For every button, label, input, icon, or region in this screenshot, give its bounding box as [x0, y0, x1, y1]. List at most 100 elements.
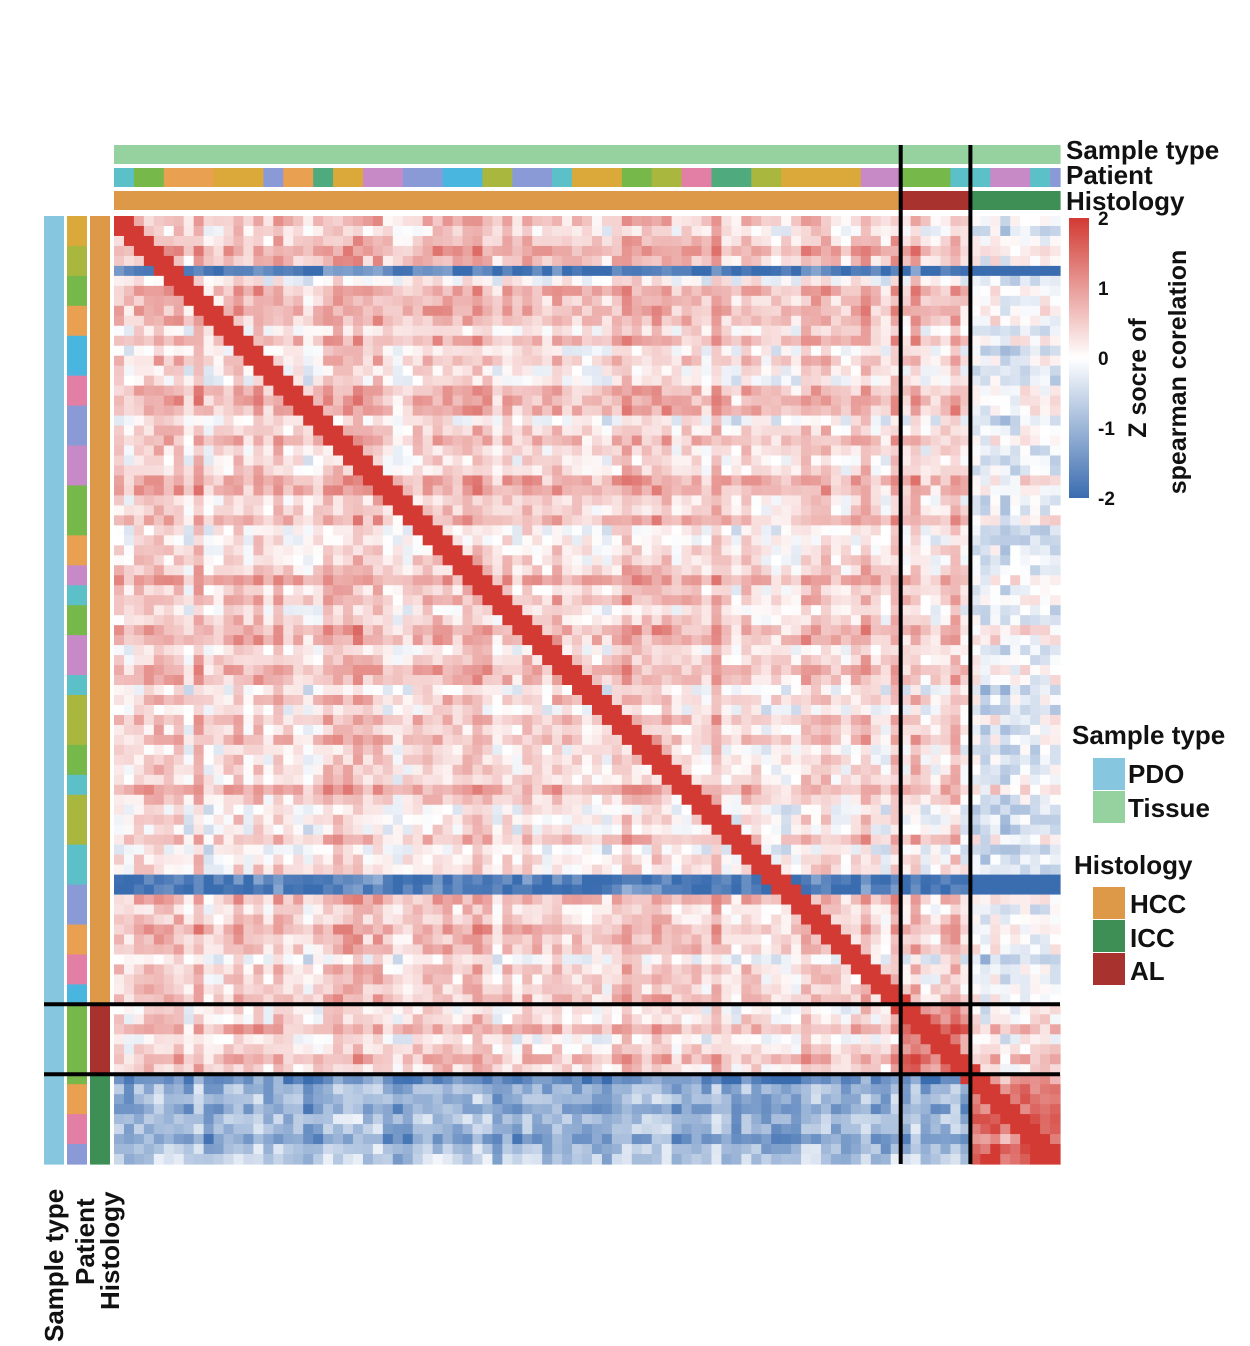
heatmap-cell [940, 245, 952, 257]
heatmap-cell [542, 475, 553, 487]
heatmap-cell [850, 245, 862, 257]
heatmap-cell [562, 225, 573, 237]
heatmap-cell [522, 405, 533, 417]
heatmap-cell [313, 505, 324, 516]
heatmap-cell [442, 345, 454, 357]
heatmap-cell [781, 435, 792, 447]
heatmap-cell [273, 325, 284, 337]
heatmap-cell [323, 275, 334, 287]
heatmap-cell [910, 435, 922, 447]
heatmap-cell [253, 425, 264, 437]
heatmap-cell [621, 415, 633, 427]
heatmap-cell [522, 585, 533, 596]
heatmap-cell [173, 734, 185, 746]
heatmap-cell [323, 565, 334, 576]
heatmap-cell [1040, 235, 1051, 247]
heatmap-cell [830, 694, 842, 706]
heatmap-cell [382, 225, 394, 237]
heatmap-cell [791, 565, 802, 576]
heatmap-cell [1050, 275, 1061, 287]
heatmap-cell [183, 435, 195, 447]
heatmap-cell [681, 655, 693, 666]
heatmap-cell [422, 365, 434, 377]
heatmap-cell [422, 275, 434, 287]
heatmap-cell [641, 495, 653, 506]
heatmap-cell [1000, 505, 1011, 516]
heatmap-cell [611, 495, 623, 506]
heatmap-cell [990, 724, 1001, 736]
heatmap-cell [821, 225, 832, 237]
heatmap-cell [731, 545, 742, 556]
heatmap-cell [173, 315, 185, 327]
heatmap-cell [163, 645, 175, 656]
heatmap-cell [133, 565, 145, 576]
heatmap-cell [452, 445, 464, 457]
heatmap-cell [362, 595, 374, 606]
heatmap-cell [163, 235, 175, 247]
heatmap-cell [1050, 615, 1061, 626]
heatmap-cell [492, 325, 503, 337]
heatmap-cell [213, 295, 225, 307]
heatmap-cell [1020, 325, 1031, 337]
heatmap-cell [522, 255, 533, 267]
heatmap-cell [821, 515, 832, 526]
heatmap-cell [980, 235, 991, 247]
heatmap-cell [771, 395, 782, 407]
heatmap-cell [283, 365, 294, 377]
heatmap-cell [1000, 315, 1011, 327]
heatmap-cell [273, 365, 284, 377]
heatmap-cell [402, 605, 414, 616]
heatmap-cell [143, 505, 155, 516]
heatmap-cell [323, 465, 334, 477]
heatmap-cell [701, 245, 713, 257]
heatmap-cell [382, 345, 394, 357]
heatmap-cell [432, 635, 444, 646]
heatmap-cell [920, 625, 932, 636]
heatmap-cell [552, 734, 563, 746]
heatmap-cell [661, 694, 673, 706]
heatmap-cell [442, 565, 454, 576]
heatmap-cell [333, 635, 344, 646]
heatmap-cell [213, 545, 225, 556]
heatmap-cell [850, 415, 862, 427]
heatmap-cell [502, 724, 513, 736]
heatmap-cell [572, 535, 583, 546]
heatmap-cell [313, 445, 324, 457]
heatmap-cell [412, 675, 424, 686]
heatmap-cell [372, 475, 384, 487]
heatmap-cell [542, 465, 553, 477]
heatmap-cell [452, 565, 464, 576]
heatmap-cell [611, 655, 623, 666]
heatmap-cell [372, 675, 384, 686]
heatmap-cell [143, 585, 155, 596]
heatmap-cell [183, 734, 195, 746]
heatmap-cell [452, 265, 464, 277]
heatmap-cell [552, 485, 563, 497]
heatmap-cell [1000, 485, 1011, 497]
heatmap-cell [591, 505, 603, 516]
heatmap-cell [781, 714, 792, 726]
heatmap-cell [771, 724, 782, 736]
heatmap-cell [761, 275, 772, 287]
heatmap-cell [811, 365, 822, 377]
heatmap-cell [970, 345, 981, 357]
heatmap-cell [412, 635, 424, 646]
heatmap-cell [771, 265, 782, 277]
heatmap-cell [512, 385, 523, 397]
heatmap-cell [472, 535, 484, 546]
heatmap-cell [512, 345, 523, 357]
heatmap-cell [761, 295, 772, 307]
heatmap-cell [532, 555, 543, 566]
heatmap-cell [1030, 385, 1041, 397]
heatmap-cell [163, 595, 175, 606]
heatmap-cell [691, 625, 703, 636]
heatmap-cell [1040, 245, 1051, 257]
heatmap-cell [711, 675, 723, 686]
heatmap-cell [930, 655, 942, 666]
heatmap-cell [183, 635, 195, 646]
heatmap-cell [492, 435, 503, 447]
heatmap-cell [801, 465, 812, 477]
heatmap-cell [990, 625, 1001, 636]
heatmap-cell [263, 565, 274, 576]
heatmap-cell [920, 295, 932, 307]
